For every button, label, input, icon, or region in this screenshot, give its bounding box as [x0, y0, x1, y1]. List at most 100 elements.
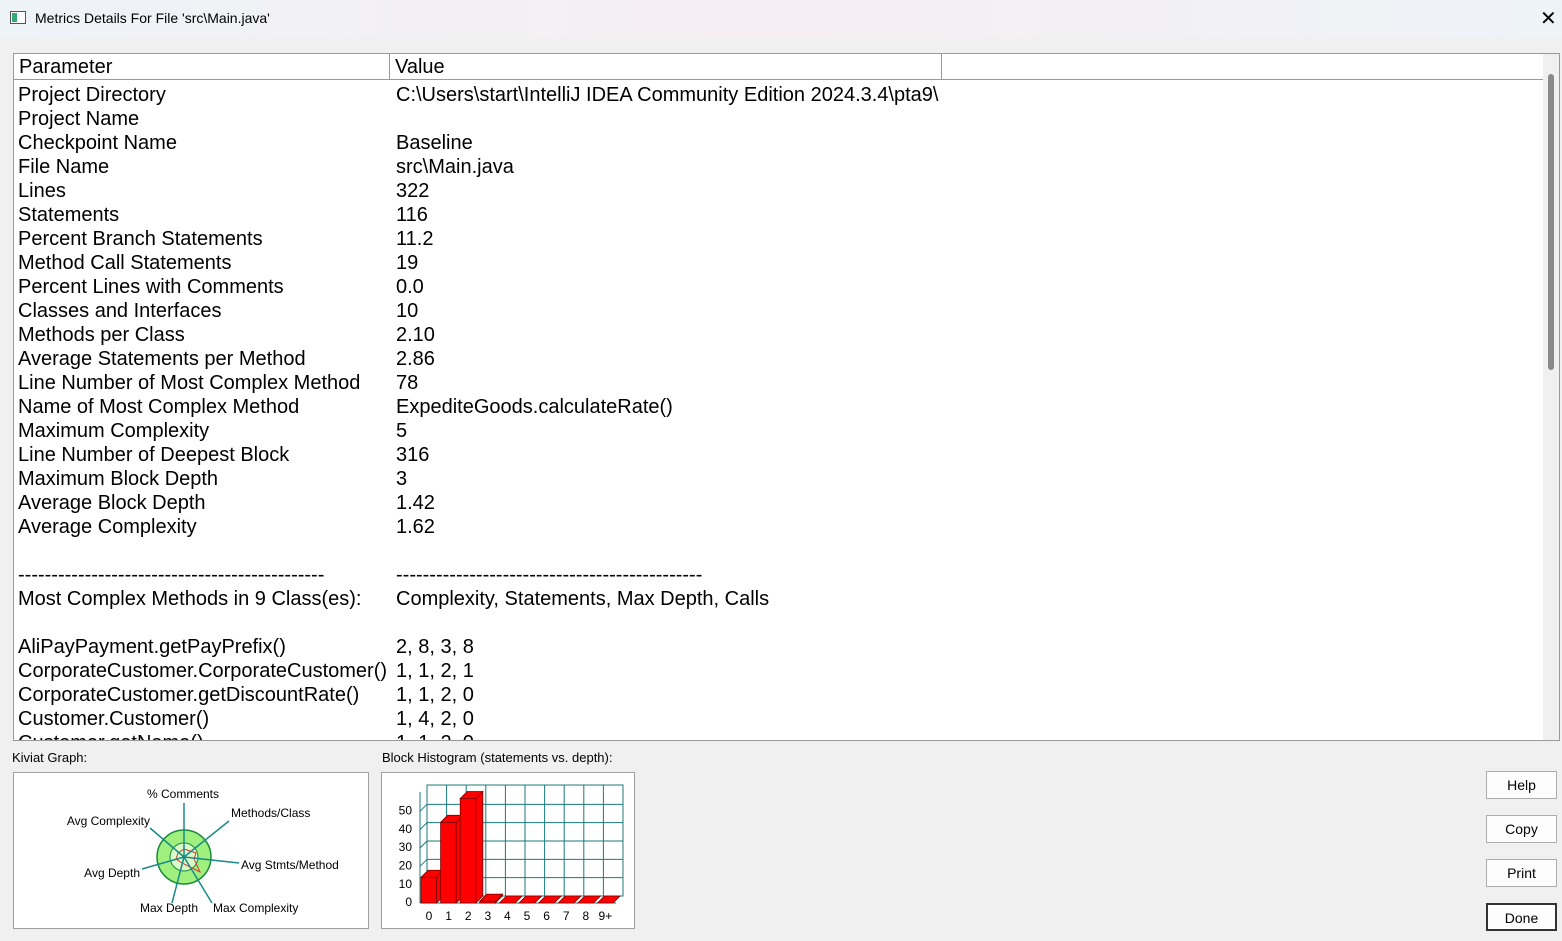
- y-tick-label: 0: [405, 895, 412, 909]
- value-cell: 1, 1, 2, 1: [396, 660, 474, 682]
- parameter-cell: Customer.getName(): [18, 731, 204, 740]
- kiviat-graph: % Comments Methods/Class Avg Stmts/Method M…: [67, 787, 339, 915]
- parameter-cell: AliPayPayment.getPayPrefix(): [18, 636, 286, 658]
- bar-side: [573, 895, 582, 904]
- x-tick-label: 7: [563, 909, 570, 923]
- value-cell: 11.2: [396, 228, 434, 250]
- grid-line: [419, 858, 623, 867]
- value-cell: 1.62: [396, 516, 435, 538]
- kiviat-label: Avg Stmts/Method: [241, 858, 339, 872]
- histogram-box: 0 10 20 30 40 50 0 1 2 3 4 5 6 7 8 9+: [381, 772, 635, 929]
- kiviat-label: Methods/Class: [231, 806, 310, 820]
- parameter-cell: Name of Most Complex Method: [18, 396, 300, 418]
- bar-side: [475, 790, 484, 904]
- y-tick-label: 50: [399, 804, 413, 818]
- parameter-cell: Maximum Complexity: [18, 420, 210, 442]
- parameter-cell: Percent Lines with Comments: [18, 276, 284, 298]
- kiviat-label: % Comments: [147, 787, 219, 801]
- x-tick-label: 2: [465, 909, 472, 923]
- bar-side: [495, 893, 503, 904]
- y-tick-label: 10: [399, 877, 413, 891]
- kiviat-label: Max Complexity: [213, 901, 298, 915]
- kiviat-spoke: [183, 856, 213, 904]
- kiviat-box: % Comments Methods/Class Avg Stmts/Method M…: [13, 772, 369, 929]
- panel-label: Kiviat Graph:: [12, 750, 88, 765]
- parameter-cell: Lines: [18, 180, 66, 202]
- kiviat-label: Max Depth: [140, 901, 198, 915]
- kiviat-spoke: [141, 856, 185, 870]
- close-button[interactable]: ✕: [1540, 8, 1557, 30]
- bar-side: [612, 895, 621, 904]
- metrics-table: Parameter Value Project Directory C:\User…: [13, 53, 1560, 741]
- value-cell: ExpediteGoods.calculateRate(): [396, 396, 673, 418]
- value-cell: Baseline: [396, 132, 473, 154]
- value-cell: 2.86: [396, 348, 435, 370]
- grid-line: [419, 840, 623, 849]
- parameter-cell: Checkpoint Name: [18, 132, 177, 154]
- value-cell: C:\Users\start\IntelliJ IDEA Community E…: [396, 84, 939, 106]
- bar: [440, 821, 457, 904]
- grid-line: [419, 822, 623, 831]
- bar-side: [514, 895, 523, 904]
- parameter-cell: Project Directory: [18, 84, 166, 106]
- kiviat-label: Avg Depth: [84, 866, 140, 880]
- parameter-cell: Most Complex Methods in 9 Class(es):: [18, 588, 362, 610]
- y-tick-label: 40: [399, 822, 413, 836]
- column-header[interactable]: Parameter: [14, 54, 390, 80]
- value-cell: 1, 1, 2, 0: [396, 731, 474, 740]
- kiviat-spoke: [149, 827, 185, 858]
- parameter-cell: Average Block Depth: [18, 492, 206, 514]
- column-header[interactable]: Value: [390, 54, 942, 80]
- parameter-cell: Percent Branch Statements: [18, 228, 263, 250]
- parameter-cell: Methods per Class: [18, 324, 185, 346]
- value-cell: 2.10: [396, 324, 435, 346]
- panel-label: Block Histogram (statements vs. depth):: [382, 750, 613, 765]
- x-tick-label: 3: [484, 909, 491, 923]
- kiviat-label: Avg Complexity: [67, 814, 150, 828]
- x-tick-label: 6: [543, 909, 550, 923]
- value-cell: 322: [396, 180, 430, 202]
- x-tick-label: 9+: [599, 909, 613, 923]
- value-cell: 0.0: [396, 276, 424, 298]
- button[interactable]: Copy: [1486, 815, 1557, 843]
- scrollbar[interactable]: [1543, 54, 1559, 740]
- title-bar: Metrics Details For File 'src\Main.java'…: [0, 0, 1562, 38]
- parameter-cell: Project Name: [18, 108, 140, 130]
- value-cell: 10: [396, 300, 419, 322]
- kiviat-spoke: [183, 820, 230, 858]
- x-tick-label: 1: [445, 909, 452, 923]
- bar-side: [534, 895, 542, 904]
- window-title: Metrics Details For File 'src\Main.java': [35, 10, 270, 26]
- parameter-cell: Method Call Statements: [18, 252, 232, 274]
- value-cell: 2, 8, 3, 8: [396, 636, 474, 658]
- parameter-cell: ----------------------------------------…: [18, 564, 325, 586]
- button[interactable]: Done: [1486, 903, 1557, 931]
- x-tick-label: 5: [524, 909, 531, 923]
- parameter-cell: Average Complexity: [18, 516, 197, 538]
- value-cell: 316: [396, 444, 430, 466]
- value-cell: 5: [396, 420, 408, 442]
- button[interactable]: Help: [1486, 771, 1557, 799]
- kiviat-spoke: [171, 856, 185, 904]
- parameter-cell: Classes and Interfaces: [18, 300, 222, 322]
- y-tick-label: 20: [399, 859, 413, 873]
- x-tick-label: 0: [426, 909, 433, 923]
- parameter-cell: CorporateCustomer.CorporateCustomer(): [18, 660, 388, 682]
- value-cell: 1.42: [396, 492, 435, 514]
- bar: [459, 798, 477, 904]
- parameter-cell: Line Number of Deepest Block: [18, 444, 290, 466]
- parameter-cell: Customer.Customer(): [18, 708, 210, 730]
- parameter-cell: CorporateCustomer.getDiscountRate(): [18, 684, 360, 706]
- value-cell: src\Main.java: [396, 156, 514, 178]
- grid-line: [419, 803, 623, 812]
- parameter-cell: Line Number of Most Complex Method: [18, 372, 361, 394]
- parameter-cell: Maximum Block Depth: [18, 468, 219, 490]
- scroll-thumb[interactable]: [1548, 74, 1554, 370]
- value-cell: 3: [396, 468, 408, 490]
- bar: [420, 876, 438, 904]
- x-tick-label: 8: [582, 909, 589, 923]
- button[interactable]: Print: [1486, 859, 1557, 887]
